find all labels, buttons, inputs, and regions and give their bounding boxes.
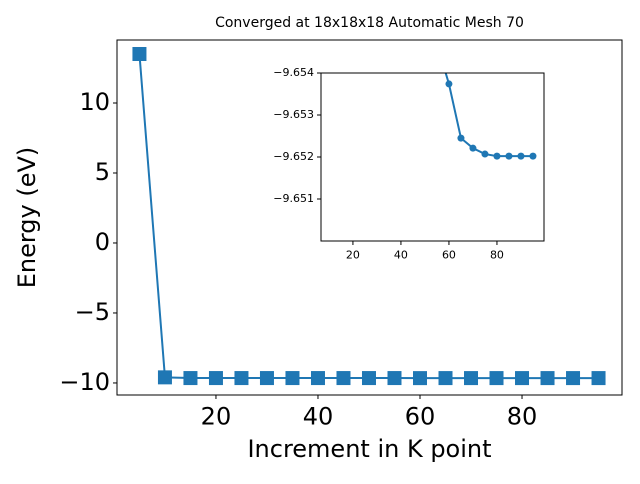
marker — [208, 371, 223, 386]
marker — [413, 371, 427, 386]
y-tick-label: −10 — [59, 368, 110, 396]
y-tick-label: −9.652 — [273, 150, 314, 163]
marker — [259, 371, 274, 386]
y-tick-label: 5 — [95, 158, 110, 186]
marker — [505, 152, 513, 160]
marker — [132, 46, 147, 61]
marker — [438, 371, 453, 386]
x-tick-label: 60 — [405, 402, 436, 430]
marker — [183, 371, 198, 386]
y-tick-label: −9.653 — [273, 108, 314, 121]
marker — [489, 371, 504, 386]
marker — [464, 371, 479, 386]
marker — [387, 371, 402, 386]
x-tick-label: 20 — [346, 249, 360, 262]
marker — [457, 134, 465, 142]
chart-title: Converged at 18x18x18 Automatic Mesh 70 — [215, 15, 524, 31]
y-axis-label: Energy (eV) — [13, 147, 41, 289]
x-tick-label: 20 — [201, 402, 232, 430]
plot-series — [444, 73, 537, 160]
y-tick-label: 10 — [79, 88, 110, 116]
marker — [515, 371, 530, 386]
y-tick-label: −9.654 — [273, 66, 314, 79]
x-tick-label: 80 — [490, 249, 504, 262]
marker — [469, 144, 477, 152]
marker — [285, 371, 300, 386]
x-tick-label: 60 — [442, 249, 456, 262]
x-tick-label: 40 — [394, 249, 408, 262]
y-tick-label: 0 — [95, 228, 110, 256]
marker — [540, 371, 555, 386]
marker — [310, 371, 325, 386]
marker — [234, 371, 249, 386]
marker — [361, 371, 376, 386]
marker — [566, 371, 581, 386]
marker — [529, 152, 537, 160]
marker — [157, 370, 172, 385]
x-tick-label: 40 — [303, 402, 334, 430]
marker — [481, 150, 489, 158]
marker — [517, 152, 525, 160]
plot-series — [132, 46, 606, 386]
x-axis-label: Increment in K point — [247, 435, 491, 463]
marker — [493, 152, 501, 160]
marker — [445, 80, 453, 88]
x-tick-label: 80 — [507, 402, 538, 430]
y-tick-label: −9.651 — [273, 192, 314, 205]
axes-frame — [320, 72, 545, 242]
marker — [336, 371, 351, 386]
y-tick-label: −5 — [75, 298, 110, 326]
marker — [591, 371, 606, 386]
axes-frame — [116, 39, 623, 396]
